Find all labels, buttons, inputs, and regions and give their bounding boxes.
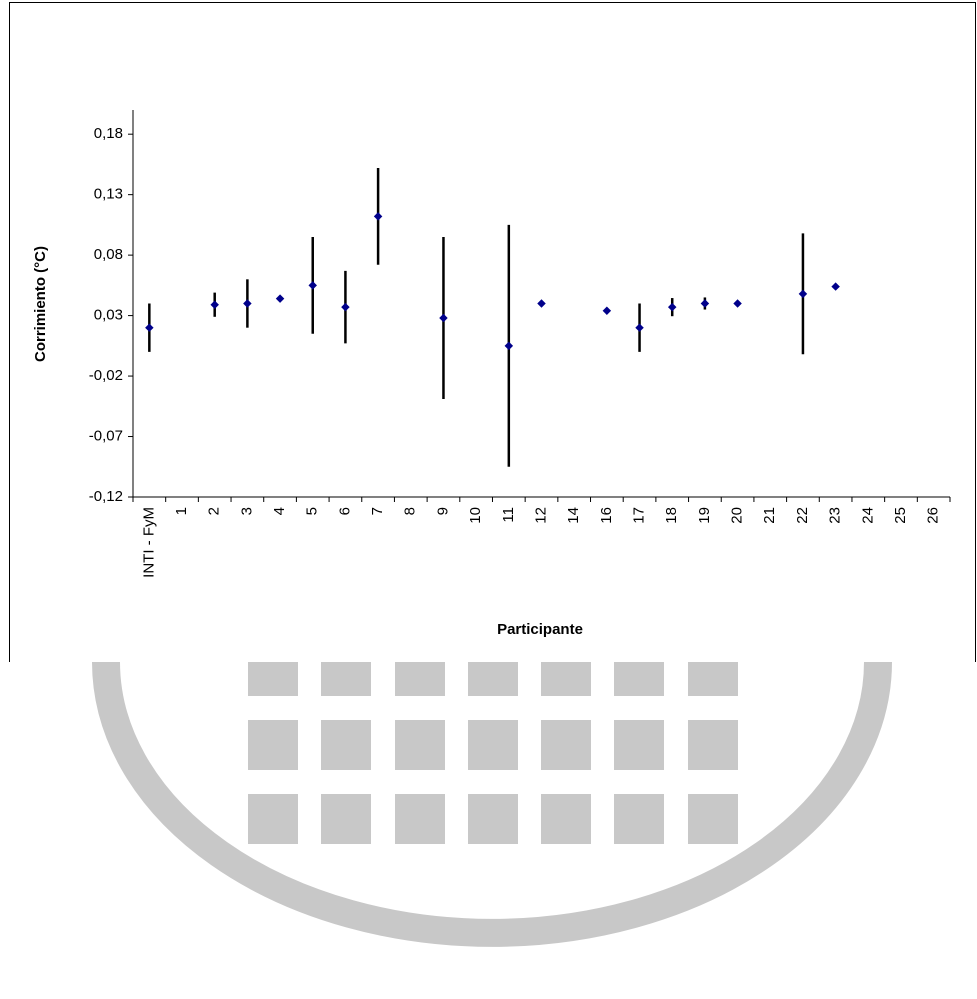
y-tick-label: 0,08 — [94, 246, 123, 263]
data-point — [243, 299, 252, 308]
x-tick-label: 8 — [402, 507, 419, 515]
x-tick-label: 24 — [859, 507, 876, 524]
y-axis-label: Corrimiento (°C) — [32, 246, 49, 362]
x-tick-label: 3 — [238, 507, 255, 515]
x-tick-label: 26 — [925, 507, 942, 524]
data-point — [275, 294, 285, 303]
x-tick-label: 20 — [729, 507, 746, 524]
x-tick-label: 17 — [631, 507, 648, 524]
x-axis-label: Participante — [497, 621, 583, 638]
data-point — [210, 300, 219, 309]
x-tick-label: 14 — [565, 507, 582, 524]
x-tick-label: 10 — [467, 507, 484, 524]
data-point — [439, 313, 448, 323]
data-point — [308, 281, 317, 290]
x-tick-label: 23 — [827, 507, 844, 524]
data-point — [373, 212, 383, 221]
x-tick-label: 22 — [794, 507, 811, 524]
data-point — [635, 323, 644, 332]
data-point — [145, 323, 154, 332]
x-tick-label: 1 — [173, 507, 190, 515]
y-tick-label: 0,18 — [94, 125, 123, 142]
y-tick-label: -0,07 — [89, 428, 123, 445]
data-point — [537, 299, 546, 308]
y-tick-label: 0,03 — [94, 307, 123, 324]
x-tick-label: 11 — [500, 507, 517, 523]
chart-frame — [9, 2, 976, 662]
x-tick-label: 6 — [336, 507, 353, 515]
x-tick-label: 19 — [696, 507, 713, 524]
x-tick-label: 21 — [761, 507, 778, 524]
watermark-arc — [92, 661, 892, 947]
data-point — [798, 289, 808, 299]
x-tick-label: INTI - FyM — [140, 507, 157, 578]
x-tick-label: 5 — [304, 507, 321, 515]
data-point — [667, 302, 677, 312]
x-tick-label: 4 — [271, 507, 288, 515]
data-point — [341, 302, 350, 312]
x-tick-label: 2 — [206, 507, 223, 515]
watermark-squares — [248, 662, 738, 844]
x-tick-label: 12 — [532, 507, 549, 524]
y-tick-label: -0,12 — [89, 488, 123, 505]
y-tick-label: -0,02 — [89, 367, 123, 384]
x-tick-label: 7 — [369, 507, 386, 515]
x-tick-label: 25 — [892, 507, 909, 524]
x-tick-label: 18 — [663, 507, 680, 524]
data-point — [504, 341, 514, 351]
data-point — [733, 299, 742, 308]
data-point — [831, 282, 840, 291]
data-point — [700, 299, 710, 308]
x-tick-label: 16 — [598, 507, 615, 524]
x-tick-label: 9 — [434, 507, 451, 515]
y-tick-label: 0,13 — [94, 186, 123, 203]
data-point — [602, 306, 612, 315]
